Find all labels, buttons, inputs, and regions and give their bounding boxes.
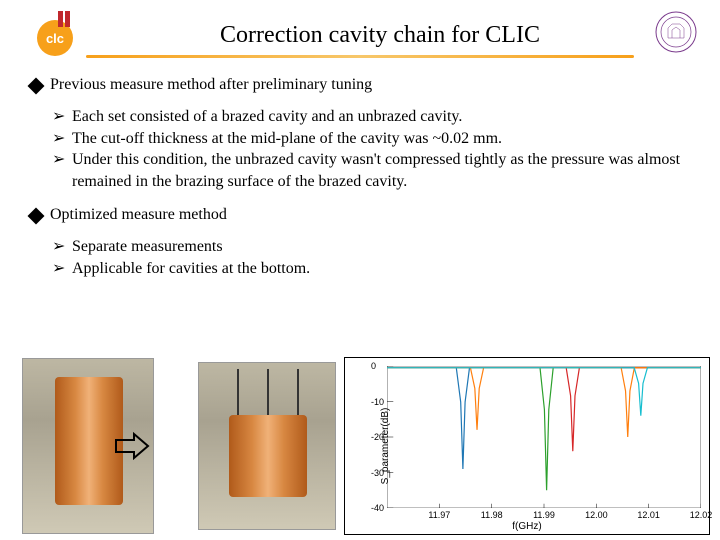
s-parameter-chart: S_parameter(dB) f(GHz) 0-10-20-30-4011.9… <box>344 357 710 535</box>
section1-heading: Previous measure method after preliminar… <box>30 76 690 94</box>
section2-heading-text: Optimized measure method <box>50 206 227 224</box>
diamond-bullet-icon <box>28 208 45 225</box>
section2-list: Separate measurements Applicable for cav… <box>30 236 690 279</box>
chart-plot-area <box>387 366 701 508</box>
section1-heading-text: Previous measure method after preliminar… <box>50 76 372 94</box>
arrow-icon <box>110 432 154 460</box>
list-item: Applicable for cavities at the bottom. <box>52 258 690 280</box>
slide-title: Correction cavity chain for CLIC <box>0 10 720 49</box>
svg-text:clc: clc <box>46 31 64 46</box>
title-underline <box>86 55 634 58</box>
section2-heading: Optimized measure method <box>30 206 690 224</box>
bottom-figure-row: S_parameter(dB) f(GHz) 0-10-20-30-4011.9… <box>22 356 710 536</box>
chart-xlabel: f(GHz) <box>345 521 709 532</box>
section1-list: Each set consisted of a brazed cavity an… <box>30 106 690 192</box>
list-item: Each set consisted of a brazed cavity an… <box>52 106 690 128</box>
diamond-bullet-icon <box>28 78 45 95</box>
list-item: Under this condition, the unbrazed cavit… <box>52 149 690 192</box>
apparatus-photo-2 <box>198 362 336 530</box>
list-item: Separate measurements <box>52 236 690 258</box>
clic-logo: clc <box>30 8 80 58</box>
university-seal <box>654 10 698 54</box>
list-item: The cut-off thickness at the mid-plane o… <box>52 128 690 150</box>
